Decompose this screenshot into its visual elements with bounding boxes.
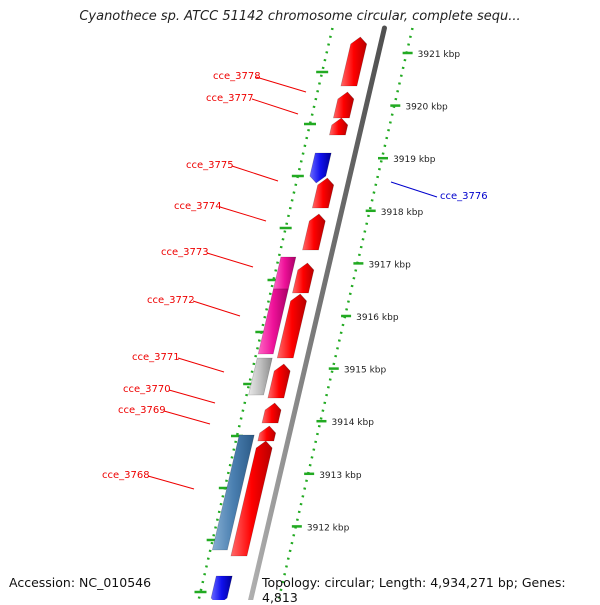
gene-label-cce_3770[interactable]: cce_3770 [123,384,171,395]
gene-arrow[interactable] [230,440,273,557]
gene-arrow[interactable] [340,36,368,87]
gene-leader-line [390,181,438,198]
gene-layer[interactable] [210,36,368,600]
gene-leader-line [147,475,195,490]
gene-arrow[interactable] [261,402,282,424]
cds-feature[interactable] [211,434,255,551]
gene-arrow[interactable] [267,363,291,399]
scale-tick-label: 3919 kbp [393,155,436,165]
label-layer[interactable]: cce_3778 cce_3777 cce_3776 cce_3775 cce_3774… [102,71,488,490]
scale-tick-label: 3916 kbp [356,313,399,323]
backbone-layer [248,25,387,600]
scale-tick-label: 3917 kbp [368,260,411,270]
scale-tick-label: 3915 kbp [344,366,387,376]
gene-leader-line [168,389,216,404]
map-title: Cyanothece sp. ATCC 51142 chromosome cir… [79,9,521,24]
gene-label-cce_3775[interactable]: cce_3775 [186,160,234,171]
tick-layer: 3921 kbp 3920 kbp 3919 kbp 3918 kbp 3917 kbp… [194,27,461,600]
gene-arrow[interactable] [210,575,233,600]
gene-label-cce_3772[interactable]: cce_3772 [147,295,195,306]
gene-label-cce_3773[interactable]: cce_3773 [161,247,209,258]
gene-label-cce_3776[interactable]: cce_3776 [440,191,488,202]
gene-leader-line [177,357,225,373]
scale-tick-label: 3913 kbp [319,471,362,481]
gene-arrow[interactable] [302,213,326,251]
guide-line [197,27,334,600]
scale-tick-label: 3921 kbp [418,50,461,60]
gene-label-cce_3777[interactable]: cce_3777 [206,93,254,104]
accession-text: Accession: NC_010546 [9,575,152,590]
gene-leader-line [255,76,307,93]
guide-line [277,27,414,600]
rna-feature[interactable] [257,288,289,355]
scale-tick-label: 3918 kbp [381,208,424,218]
scale-tick-label: 3920 kbp [405,103,448,113]
pseudo-feature[interactable] [248,357,273,396]
gene-leader-line [251,98,299,115]
gene-label-cce_3771[interactable]: cce_3771 [132,352,180,363]
gene-label-cce_3769[interactable]: cce_3769 [118,405,166,416]
gene-leader-line [192,300,241,317]
gene-arrow[interactable] [311,177,335,209]
gene-arrow[interactable] [309,152,332,184]
gene-leader-line [219,206,267,222]
sequence-backbone [248,25,387,600]
gene-label-cce_3774[interactable]: cce_3774 [174,201,222,212]
topology-text: Topology: circular; Length: 4,934,271 bp… [262,575,566,605]
scale-tick-label: 3914 kbp [332,418,375,428]
gene-label-cce_3768[interactable]: cce_3768 [102,470,150,481]
gene-leader-line [231,165,279,182]
gene-arrow[interactable] [276,293,307,359]
scale-tick-label: 3912 kbp [307,523,350,533]
gene-arrow[interactable] [257,425,277,442]
gene-leader-line [206,252,254,268]
gene-leader-line [163,410,211,425]
gene-arrow[interactable] [329,117,349,136]
gene-arrow[interactable] [333,91,355,119]
gene-label-cce_3778[interactable]: cce_3778 [213,71,261,82]
gene-arrow[interactable] [292,262,315,294]
